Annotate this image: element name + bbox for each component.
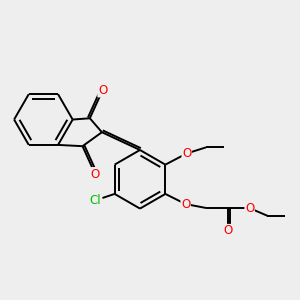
Text: Cl: Cl [89,194,101,206]
Text: O: O [224,224,233,238]
Text: O: O [98,84,107,97]
Text: O: O [91,168,100,181]
Text: O: O [182,147,191,160]
Text: O: O [245,202,254,214]
Text: O: O [181,198,190,211]
